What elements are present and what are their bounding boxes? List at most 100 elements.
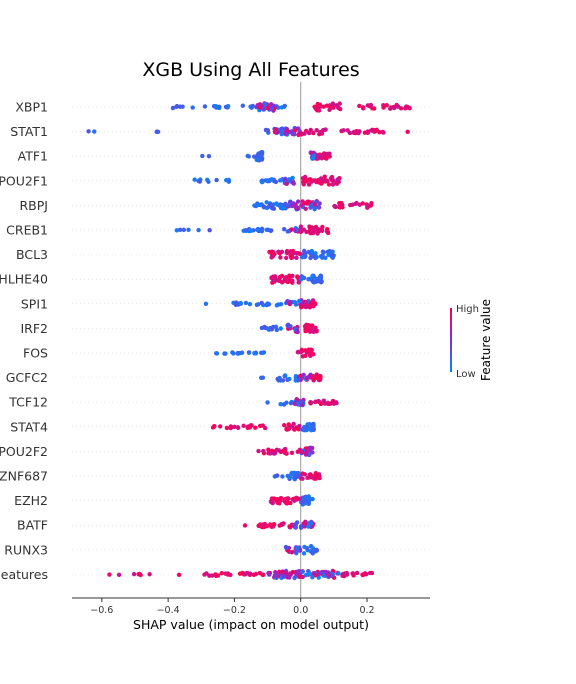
shap-point xyxy=(311,155,316,160)
colorbar-title: Feature value xyxy=(479,299,493,381)
shap-point xyxy=(310,445,315,451)
shap-point xyxy=(298,229,304,235)
shap-point xyxy=(300,471,305,476)
shap-point xyxy=(268,202,273,207)
shap-point xyxy=(345,128,350,133)
feature-label: HLHE40 xyxy=(0,272,48,287)
feature-label: XBP1 xyxy=(15,100,48,115)
shap-point xyxy=(317,377,323,382)
shap-point xyxy=(306,501,311,506)
shap-point xyxy=(310,450,315,455)
shap-point xyxy=(330,398,336,404)
shap-point xyxy=(308,400,314,405)
shap-point xyxy=(278,496,283,501)
shap-point xyxy=(318,129,323,135)
x-tick-label: −0.6 xyxy=(90,605,113,616)
shap-point xyxy=(219,571,224,576)
shap-point xyxy=(325,178,330,184)
shap-point xyxy=(207,573,212,578)
shap-point xyxy=(311,377,317,382)
shap-point xyxy=(334,181,340,186)
shap-point xyxy=(269,275,274,280)
shap-point xyxy=(228,572,233,578)
shap-point xyxy=(202,572,207,577)
shap-point xyxy=(232,424,237,430)
shap-point xyxy=(291,181,296,186)
shap-point xyxy=(262,522,267,528)
shap-point xyxy=(228,424,233,429)
shap-point xyxy=(364,572,369,577)
shap-point xyxy=(329,573,334,578)
shap-point xyxy=(196,227,201,233)
shap-point xyxy=(253,425,258,430)
shap-point xyxy=(287,301,293,307)
shap-point xyxy=(317,201,322,206)
shap-point xyxy=(282,373,288,378)
shap-point xyxy=(249,228,254,233)
shap-point xyxy=(318,176,324,181)
shap-point xyxy=(292,498,297,503)
shap-point xyxy=(107,572,112,577)
shap-point xyxy=(257,202,263,208)
shap-point xyxy=(240,103,246,108)
shap-point xyxy=(303,498,309,504)
shap-point xyxy=(282,177,288,182)
shap-point xyxy=(279,129,285,134)
shap-point xyxy=(303,353,308,358)
shap-point xyxy=(186,227,191,232)
shap-point xyxy=(177,227,183,233)
shap-point xyxy=(291,421,296,427)
shap-point xyxy=(289,450,295,455)
shap-point xyxy=(138,572,143,578)
shap-point xyxy=(286,500,291,505)
feature-label: EZH2 xyxy=(14,493,48,508)
shap-point xyxy=(360,572,365,577)
shap-point xyxy=(180,104,185,109)
shap-point xyxy=(284,255,289,261)
feature-label: STAT1 xyxy=(10,124,48,139)
shap-point xyxy=(325,226,330,232)
shap-point xyxy=(281,521,286,526)
shap-point xyxy=(287,275,292,280)
shap-point xyxy=(300,574,305,580)
shap-point xyxy=(284,496,289,501)
shap-point xyxy=(314,328,319,333)
feature-label: IRF2 xyxy=(20,321,48,336)
shap-point xyxy=(251,572,257,577)
shap-point xyxy=(285,203,290,208)
shap-point xyxy=(250,103,255,109)
x-tick-label: 0.2 xyxy=(359,605,374,616)
shap-point xyxy=(319,181,324,186)
shap-point xyxy=(213,103,219,109)
shap-point xyxy=(308,255,313,261)
shap-point xyxy=(284,427,289,432)
shap-point xyxy=(309,300,314,306)
shap-point xyxy=(294,474,300,479)
shap-point xyxy=(292,132,297,137)
shap-point xyxy=(301,182,306,187)
shap-point xyxy=(281,574,287,579)
shap-point xyxy=(222,351,227,356)
shap-point xyxy=(290,569,295,575)
shap-point xyxy=(323,569,329,575)
shap-point xyxy=(296,569,302,574)
shap-point xyxy=(286,422,291,427)
shap-point xyxy=(295,496,301,502)
shap-point xyxy=(200,153,205,159)
shap-point xyxy=(368,128,374,133)
shap-point xyxy=(302,544,307,550)
shap-point xyxy=(131,571,137,577)
shap-point xyxy=(298,524,304,529)
shap-point xyxy=(320,254,325,259)
shap-point xyxy=(317,475,322,481)
shap-point xyxy=(303,328,308,334)
shap-point xyxy=(307,305,312,310)
shap-point xyxy=(280,569,285,574)
shap-point xyxy=(266,570,271,576)
shap-point xyxy=(289,129,294,134)
shap-point xyxy=(272,522,277,527)
shap-point xyxy=(392,105,397,111)
shap-point xyxy=(275,473,280,478)
feature-label: FOS xyxy=(23,346,48,361)
shap-point xyxy=(284,248,290,254)
